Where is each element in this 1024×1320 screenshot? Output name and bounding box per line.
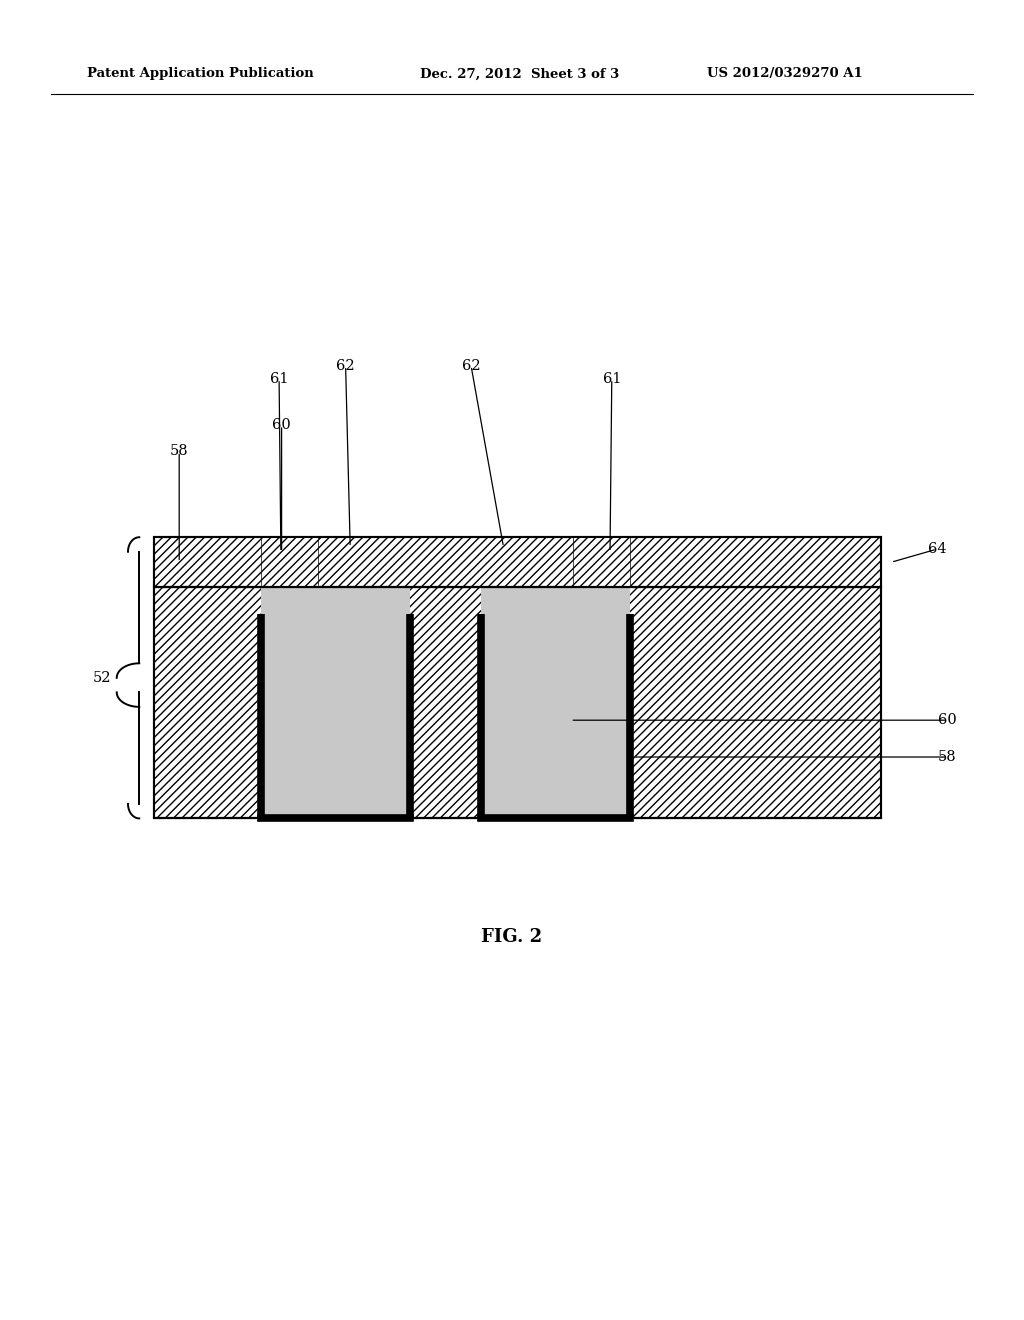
- Bar: [154, 587, 881, 818]
- Text: 62: 62: [336, 359, 355, 372]
- Bar: [154, 537, 881, 587]
- Bar: [154, 537, 881, 587]
- Bar: [481, 564, 630, 818]
- Text: 61: 61: [270, 372, 289, 385]
- Text: Patent Application Publication: Patent Application Publication: [87, 67, 313, 81]
- Text: FIG. 2: FIG. 2: [481, 928, 543, 946]
- Bar: [261, 537, 317, 587]
- Bar: [154, 587, 881, 818]
- Bar: [481, 564, 630, 818]
- Text: Dec. 27, 2012  Sheet 3 of 3: Dec. 27, 2012 Sheet 3 of 3: [420, 67, 620, 81]
- Bar: [261, 564, 410, 818]
- Text: 58: 58: [170, 445, 188, 458]
- Text: 52: 52: [93, 671, 112, 685]
- Text: 60: 60: [272, 418, 291, 432]
- Text: US 2012/0329270 A1: US 2012/0329270 A1: [707, 67, 862, 81]
- Text: 61: 61: [602, 372, 621, 385]
- Bar: [573, 537, 630, 587]
- Text: 64: 64: [928, 543, 946, 556]
- Text: 62: 62: [462, 359, 480, 372]
- Bar: [261, 564, 410, 818]
- Text: 60: 60: [938, 713, 956, 727]
- Text: 58: 58: [938, 750, 956, 764]
